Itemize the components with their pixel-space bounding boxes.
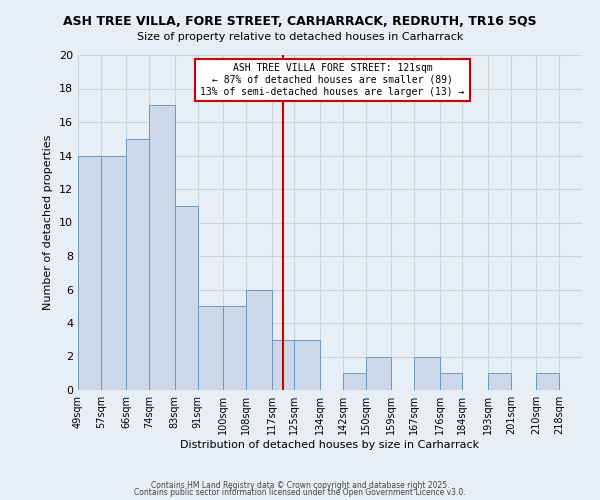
- Bar: [78, 156, 101, 390]
- Bar: [197, 306, 223, 390]
- Bar: [272, 340, 295, 390]
- Bar: [343, 373, 365, 390]
- Y-axis label: Number of detached properties: Number of detached properties: [43, 135, 53, 310]
- Bar: [414, 356, 440, 390]
- Text: Contains public sector information licensed under the Open Government Licence v3: Contains public sector information licen…: [134, 488, 466, 497]
- Text: ASH TREE VILLA, FORE STREET, CARHARRACK, REDRUTH, TR16 5QS: ASH TREE VILLA, FORE STREET, CARHARRACK,…: [63, 15, 537, 28]
- Bar: [246, 290, 272, 390]
- Bar: [440, 373, 463, 390]
- Bar: [365, 356, 391, 390]
- X-axis label: Distribution of detached houses by size in Carharrack: Distribution of detached houses by size …: [181, 440, 479, 450]
- Text: Contains HM Land Registry data © Crown copyright and database right 2025.: Contains HM Land Registry data © Crown c…: [151, 480, 449, 490]
- Text: ASH TREE VILLA FORE STREET: 121sqm
← 87% of detached houses are smaller (89)
13%: ASH TREE VILLA FORE STREET: 121sqm ← 87%…: [200, 64, 465, 96]
- Bar: [127, 138, 149, 390]
- Bar: [295, 340, 320, 390]
- Bar: [223, 306, 246, 390]
- Text: Size of property relative to detached houses in Carharrack: Size of property relative to detached ho…: [137, 32, 463, 42]
- Bar: [101, 156, 127, 390]
- Bar: [536, 373, 559, 390]
- Bar: [488, 373, 511, 390]
- Bar: [175, 206, 197, 390]
- Bar: [149, 106, 175, 390]
